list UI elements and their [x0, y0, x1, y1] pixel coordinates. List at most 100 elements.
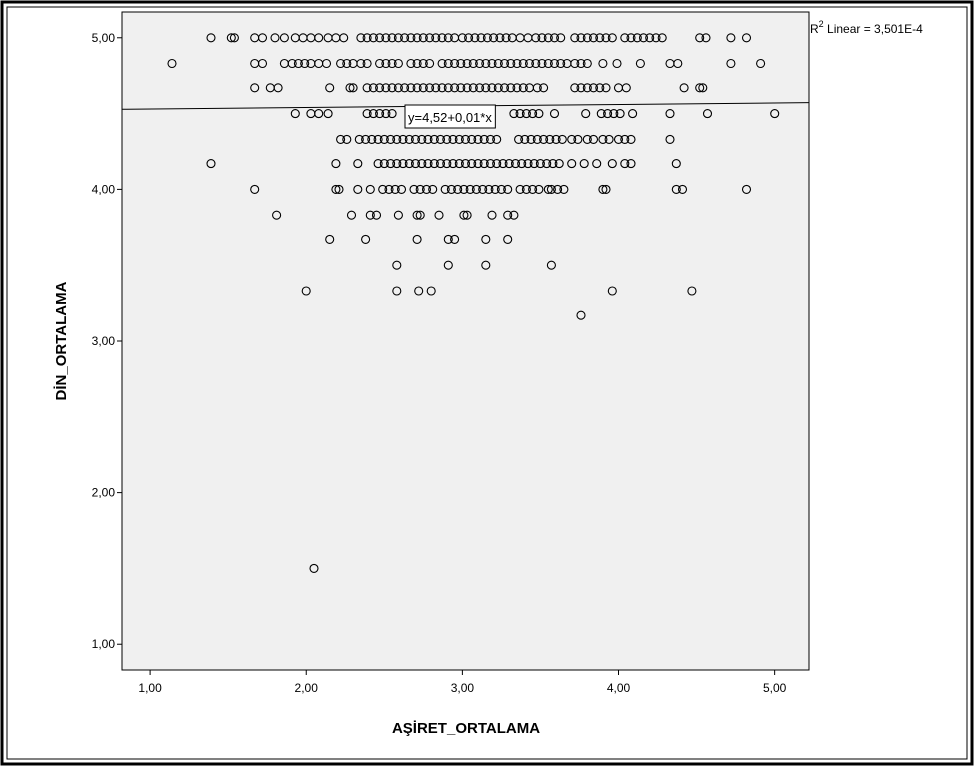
data-point: [368, 33, 378, 43]
data-point: [545, 134, 555, 144]
y-tick-label-1: 1,00: [92, 637, 116, 651]
data-point: [406, 83, 416, 93]
data-point: [576, 83, 586, 93]
data-point: [612, 58, 622, 69]
data-point: [485, 134, 496, 144]
data-point: [418, 58, 428, 69]
data-point: [435, 159, 446, 169]
data-point: [481, 58, 491, 69]
data-point: [375, 109, 385, 119]
data-point: [673, 58, 683, 69]
data-point: [596, 109, 606, 119]
data-point: [524, 58, 535, 69]
data-point: [582, 134, 592, 144]
data-point: [531, 58, 541, 69]
data-point: [487, 210, 497, 220]
data-point: [365, 184, 375, 194]
data-point: [431, 33, 441, 43]
data-point: [521, 109, 531, 119]
data-point: [429, 134, 439, 144]
data-point: [386, 159, 396, 169]
data-point: [418, 33, 428, 43]
data-point: [470, 33, 480, 43]
data-point: [535, 159, 545, 169]
data-point: [671, 184, 681, 194]
data-point: [473, 134, 483, 144]
x-tick-label-3: 3,00: [451, 681, 475, 695]
data-point: [539, 134, 549, 144]
r2-superscript: 2: [819, 19, 824, 29]
data-point: [412, 210, 422, 220]
data-point: [409, 184, 419, 194]
data-point: [443, 58, 453, 69]
data-point: [665, 109, 675, 119]
data-point: [698, 83, 708, 93]
fit-equation-box: y=4,52+0,01*x: [404, 104, 496, 129]
data-point: [429, 159, 439, 169]
data-point: [548, 159, 558, 169]
data-point: [504, 159, 514, 169]
data-point: [543, 58, 553, 69]
data-point: [626, 33, 636, 43]
data-point: [532, 83, 542, 93]
data-point: [503, 210, 513, 220]
data-point: [437, 83, 447, 93]
data-point: [290, 109, 300, 119]
data-point: [557, 134, 567, 144]
data-point: [679, 83, 689, 93]
data-point: [270, 33, 280, 43]
data-point: [381, 109, 391, 119]
data-point: [381, 33, 391, 43]
data-point: [321, 58, 332, 69]
data-point: [549, 33, 560, 43]
data-point: [437, 33, 447, 43]
data-point: [272, 210, 282, 220]
data-point: [356, 33, 366, 43]
data-point: [770, 109, 780, 119]
data-point: [462, 58, 472, 69]
data-point: [331, 184, 341, 194]
data-point: [342, 134, 352, 144]
data-point: [404, 159, 414, 169]
r2-label: R2 Linear = 3,501E-4: [810, 19, 923, 36]
data-point: [475, 58, 485, 69]
data-point: [515, 109, 525, 119]
data-point: [526, 134, 536, 144]
data-point: [365, 210, 375, 220]
data-point: [462, 83, 472, 93]
data-point: [396, 184, 407, 194]
data-point: [448, 134, 458, 144]
data-point: [481, 260, 491, 270]
data-point: [582, 83, 592, 93]
data-point: [426, 286, 436, 296]
data-point: [498, 159, 508, 169]
data-point: [588, 134, 599, 144]
data-point: [570, 58, 580, 69]
data-point: [345, 83, 355, 93]
data-point: [546, 184, 556, 194]
y-tick-label-5: 5,00: [92, 31, 116, 45]
data-point: [398, 159, 408, 169]
data-point: [425, 58, 435, 69]
data-point: [368, 109, 378, 119]
data-point: [588, 83, 599, 93]
data-point: [476, 33, 486, 43]
data-point: [471, 184, 481, 194]
data-point: [613, 134, 624, 144]
data-point: [392, 286, 402, 296]
data-point: [336, 58, 346, 69]
data-point: [487, 83, 497, 93]
data-point: [475, 83, 485, 93]
data-point: [539, 83, 549, 93]
data-point: [695, 83, 705, 93]
data-point: [517, 159, 527, 169]
fit-equation-label: y=4,52+0,01*x: [408, 110, 492, 125]
data-point: [484, 184, 494, 194]
data-point: [450, 58, 460, 69]
data-point: [417, 159, 427, 169]
data-point: [387, 33, 397, 43]
data-point: [300, 58, 310, 69]
data-point: [387, 58, 397, 69]
data-point: [468, 83, 478, 93]
data-point: [348, 83, 358, 93]
